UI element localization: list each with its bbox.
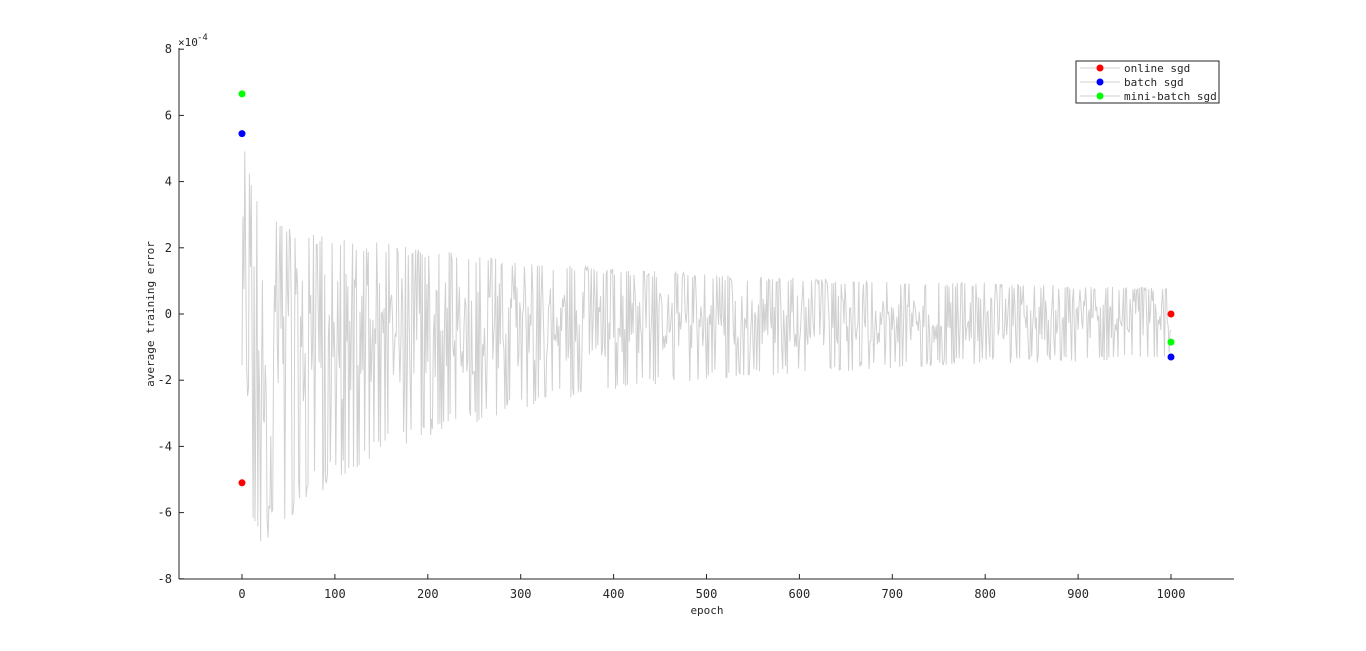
y-tick-label: 0 [165,307,172,321]
x-tick-label: 600 [789,587,811,601]
legend-marker [1096,64,1104,72]
y-tick-label: 6 [165,108,172,122]
x-tick-label: 300 [510,587,532,601]
x-tick-label: 700 [881,587,903,601]
series-point [238,90,246,98]
x-axis-label: epoch [690,604,723,617]
y-tick-label: -6 [158,506,172,520]
y-exponent-base: ×10 [178,36,198,49]
x-tick-label: 200 [417,587,439,601]
y-tick-label: 4 [165,175,172,189]
training-error-line [241,151,1172,542]
x-tick-label: 500 [696,587,718,601]
series-point [1167,338,1175,346]
legend-label: online sgd [1124,62,1190,75]
y-tick-label: -2 [158,373,172,387]
y-axis-label: average training error [144,241,157,387]
legend-marker [1096,92,1104,100]
series-point [238,130,246,138]
series-point [1167,310,1175,318]
series-point [238,479,246,487]
y-tick-label: 8 [165,42,172,56]
series-point [1167,353,1175,361]
noisy-training-trace [241,151,1172,542]
y-tick-label: -4 [158,439,172,453]
x-tick-label: 800 [974,587,996,601]
series-points [238,90,1175,487]
x-ticks: 0 100 200 300 400 500 600 700 800 900 1000 [238,574,1185,601]
x-tick-label: 0 [238,587,245,601]
legend-label: batch sgd [1124,76,1184,89]
legend-label: mini-batch sgd [1124,90,1217,103]
x-tick-label: 1000 [1157,587,1186,601]
x-tick-label: 400 [603,587,625,601]
y-exponent-power: -4 [197,33,208,43]
x-tick-label: 100 [324,587,346,601]
x-tick-label: 900 [1067,587,1089,601]
y-tick-label: -8 [158,572,172,586]
y-tick-label: 2 [165,241,172,255]
legend-marker [1096,78,1104,86]
y-ticks: -8 -6 -4 -2 0 2 4 6 8 [158,42,184,586]
